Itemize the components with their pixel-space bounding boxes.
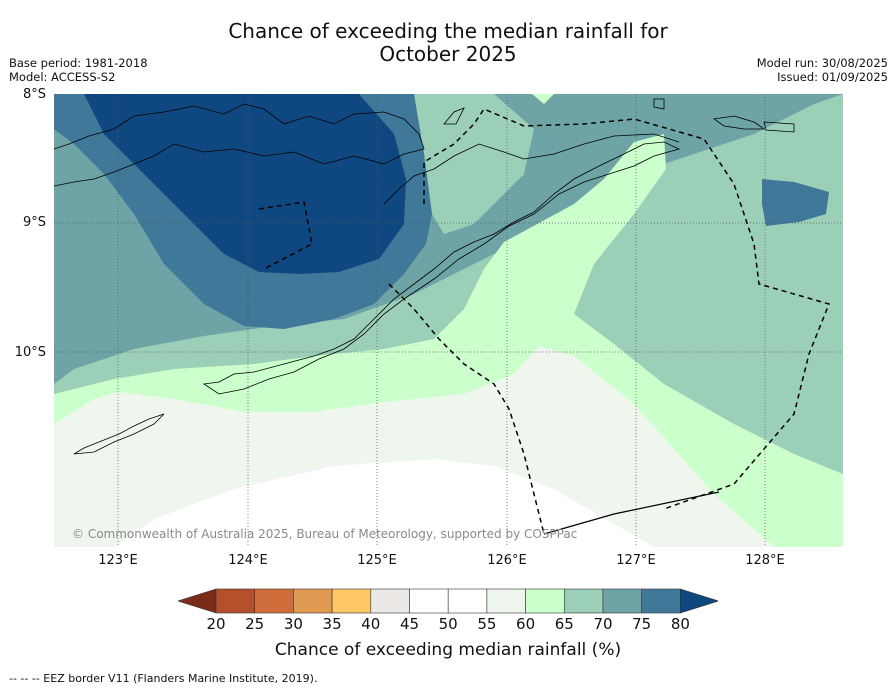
issued-date: Issued: 01/09/2025 [777,70,888,84]
eez-line-south [388,283,545,535]
colorbar-tick-label: 70 [593,615,613,633]
eez-line-inner [258,201,313,270]
colorbar-cell [370,588,410,614]
colorbar-tick-label: 40 [361,615,381,633]
copyright-notice: © Commonwealth of Australia 2025, Bureau… [72,527,578,541]
band-80-plus [84,94,406,274]
band-75-80-east [762,179,829,226]
colorbar-cell [447,588,488,614]
coastlines [54,98,795,455]
model-run: Model run: 30/08/2025 [756,56,888,70]
eez-borders [258,108,831,535]
colorbar-cell [254,588,294,614]
lon-label-127e: 127°E [616,553,656,568]
rote-coast [73,413,165,455]
colorbar-tick-label: 45 [399,615,420,633]
flores-coast [54,103,425,187]
meta-right: Model run: 30/08/2025 Issued: 01/09/2025 [757,56,888,84]
gridlines [54,94,843,547]
colorbar-tick-label: 65 [554,615,574,633]
lon-label-126e: 126°E [487,553,527,568]
colorbar-tick-label: 75 [632,615,652,633]
band-65-70-north [414,94,534,234]
colorbar-cell [641,588,681,614]
colorbar [178,588,718,614]
lat-label-10s: 10°S [14,345,46,360]
lat-label-8s: 8°S [22,87,46,102]
colorbar-arrow-low [178,588,217,614]
timor-coast [202,141,681,395]
colorbar-tick-label: 55 [477,615,497,633]
lon-label-128e: 128°E [745,553,785,568]
colorbar-tick-label: 20 [206,615,226,633]
colorbar-arrow-high [680,588,718,614]
lat-label-9s: 9°S [22,215,46,230]
colorbar-cell [409,588,449,614]
colorbar-title: Chance of exceeding median rainfall (%) [274,640,622,660]
base-period: Base period: 1981-2018 [9,56,148,70]
islet-3 [763,121,795,133]
islet-2 [712,115,766,130]
lon-label-123e: 123°E [98,553,138,568]
lon-label-125e: 125°E [357,553,397,568]
colorbar-tick-label: 25 [245,615,265,633]
model-name: Model: ACCESS-S2 [9,70,116,84]
colorbar-cell [563,588,604,614]
lon-label-124e: 124°E [228,553,268,568]
band-50-55 [114,459,654,547]
map-title: Chance of exceeding the median rainfall … [0,20,896,66]
colorbar-cell [215,588,256,614]
islet-4 [443,107,465,125]
title-line-2: October 2025 [379,42,517,66]
islet-1 [653,98,665,110]
colorbar-tick-label: 30 [283,615,303,633]
colorbar-tick-label: 50 [438,615,458,633]
colorbar-tick-label: 60 [516,615,536,633]
colorbar-cell [525,588,565,614]
eez-footnote: -- -- -- EEZ border V11 (Flanders Marine… [9,672,318,685]
band-60-65-north [532,94,554,104]
eez-solid [543,491,720,535]
title-line-1: Chance of exceeding the median rainfall … [228,19,668,43]
north-coast [383,133,680,205]
colorbar-cell [486,588,526,614]
colorbar-cell [602,588,643,614]
colorbar-tick-label: 80 [670,615,690,633]
colorbar-tick-label: 35 [322,615,342,633]
meta-left: Base period: 1981-2018 Model: ACCESS-S2 [9,56,148,84]
colorbar-cells [178,588,718,614]
rainfall-map [54,94,843,547]
colorbar-cell [293,588,333,614]
colorbar-cell [331,588,372,614]
